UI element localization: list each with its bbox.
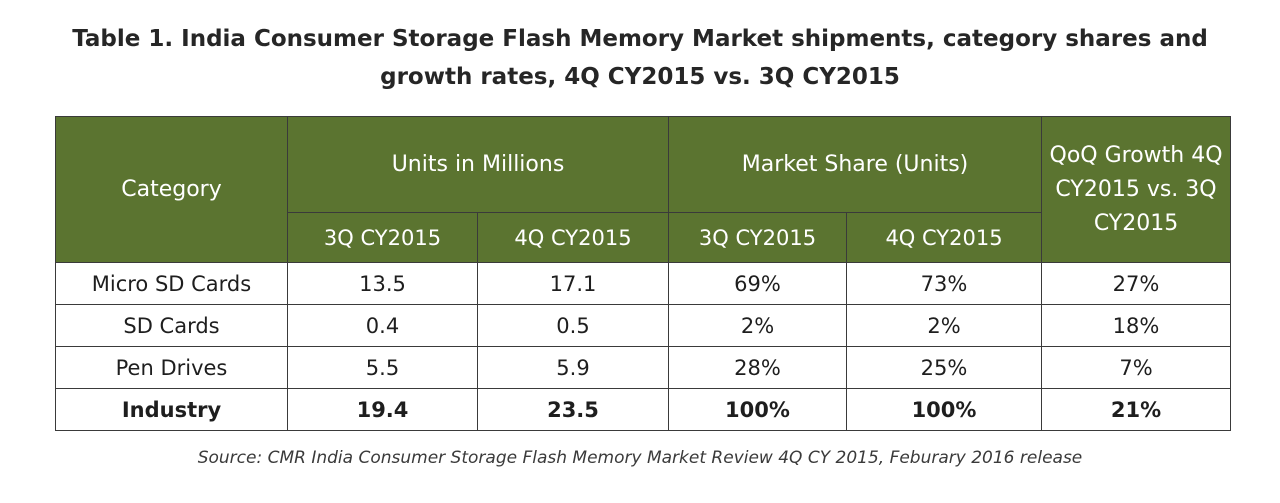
table-row: Pen Drives 5.5 5.9 28% 25% 7% [55,346,1232,389]
table-row: SD Cards 0.4 0.5 2% 2% 18% [55,304,1232,347]
cell-units-4q: 17.1 [477,262,669,305]
cell-units-3q: 0.4 [287,304,478,347]
table-body: Micro SD Cards 13.5 17.1 69% 73% 27% SD … [55,262,1232,431]
cell-share-3q: 2% [668,304,847,347]
cell-units-3q: 5.5 [287,346,478,389]
cell-share-3q: 69% [668,262,847,305]
source-note: Source: CMR India Consumer Storage Flash… [197,448,1083,468]
cell-growth: 27% [1041,262,1232,305]
cell-share-4q: 73% [845,262,1043,305]
header-category: Category [55,116,288,263]
header-share-4q: 4Q CY2015 [845,212,1043,263]
header-units-3q: 3Q CY2015 [287,212,478,263]
data-table: Category Units in Millions Market Share … [55,116,1232,431]
cell-units-3q: 13.5 [287,262,478,305]
cell-units-4q: 0.5 [477,304,669,347]
cell-growth: 21% [1041,388,1232,431]
cell-growth: 7% [1041,346,1232,389]
cell-units-3q: 19.4 [287,388,478,431]
header-share-3q: 3Q CY2015 [668,212,847,263]
cell-category: Micro SD Cards [55,262,288,305]
cell-category: Pen Drives [55,346,288,389]
header-share-group: Market Share (Units) [667,116,1043,213]
header-growth: QoQ Growth 4Q CY2015 vs. 3Q CY2015 [1041,116,1232,263]
cell-share-4q: 25% [845,346,1043,389]
table-title: Table 1. India Consumer Storage Flash Me… [0,20,1280,96]
cell-units-4q: 5.9 [477,346,669,389]
table-title-line-2: growth rates, 4Q CY2015 vs. 3Q CY2015 [380,64,900,90]
table-row-total: Industry 19.4 23.5 100% 100% 21% [55,388,1232,431]
table-title-line-1: Table 1. India Consumer Storage Flash Me… [72,26,1208,52]
cell-growth: 18% [1041,304,1232,347]
cell-share-3q: 100% [668,388,847,431]
cell-share-4q: 2% [845,304,1043,347]
table-row: Micro SD Cards 13.5 17.1 69% 73% 27% [55,262,1232,305]
cell-units-4q: 23.5 [477,388,669,431]
cell-category: SD Cards [55,304,288,347]
header-units-4q: 4Q CY2015 [477,212,669,263]
cell-share-4q: 100% [845,388,1043,431]
cell-category: Industry [55,388,288,431]
header-units-group: Units in Millions [287,116,669,213]
cell-share-3q: 28% [668,346,847,389]
